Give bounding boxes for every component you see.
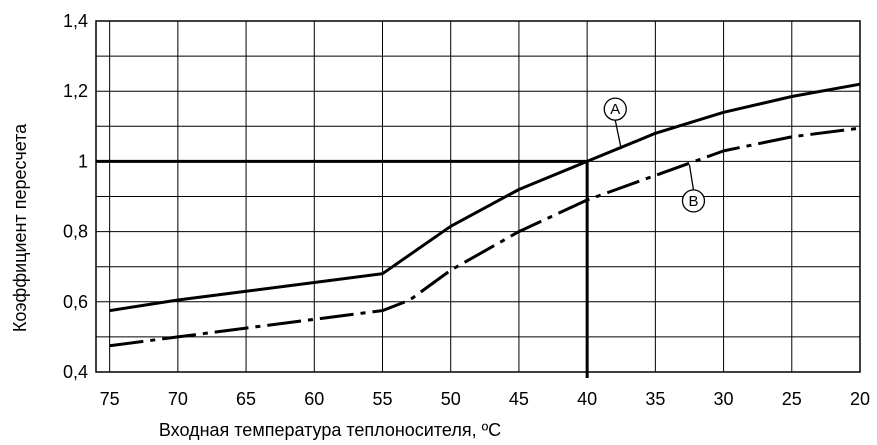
y-tick-label: 0,4 — [63, 362, 88, 382]
callout-label-a: A — [610, 101, 620, 118]
y-tick-label: 0,6 — [63, 292, 88, 312]
callout-leader-b — [688, 164, 695, 191]
x-tick-label: 35 — [645, 389, 665, 409]
x-tick-label: 20 — [850, 389, 870, 409]
reference-lines — [96, 159, 589, 378]
grid — [96, 21, 861, 372]
y-tick-label: 1,2 — [63, 81, 88, 101]
y-tick-label: 1 — [78, 151, 88, 171]
callouts: AB — [603, 97, 706, 213]
y-tick-label: 1,4 — [63, 11, 88, 31]
x-tick-label: 60 — [304, 389, 324, 409]
x-tick-label: 45 — [509, 389, 529, 409]
x-tick-label: 70 — [168, 389, 188, 409]
x-tick-label: 25 — [782, 389, 802, 409]
callout-leader-a — [614, 119, 622, 150]
series-line-a — [109, 82, 861, 313]
callout-circle-b — [681, 189, 706, 213]
x-tick-label: 30 — [714, 389, 734, 409]
plot-border — [95, 20, 861, 373]
x-tick-label: 75 — [100, 389, 120, 409]
series-layer — [109, 82, 861, 348]
series-line-b — [109, 126, 861, 348]
x-tick-label: 55 — [372, 389, 392, 409]
x-tick-label: 40 — [577, 389, 597, 409]
tick-labels: 75 70 65 60 55 50 45 40 35 30 25 20 0,4 0,6 0,8 1 1,2 1,4 — [63, 11, 870, 409]
x-tick-label: 50 — [441, 389, 461, 409]
x-axis-label: Входная температура теплоносителя, ºC — [159, 420, 501, 440]
plot-frame — [95, 20, 861, 373]
callout-circle-a — [603, 97, 627, 121]
y-tick-label: 0,8 — [63, 222, 88, 242]
y-axis-label: Коэффициент пересчета — [10, 123, 30, 332]
x-tick-label: 65 — [236, 389, 256, 409]
callout-label-b: B — [688, 193, 698, 210]
